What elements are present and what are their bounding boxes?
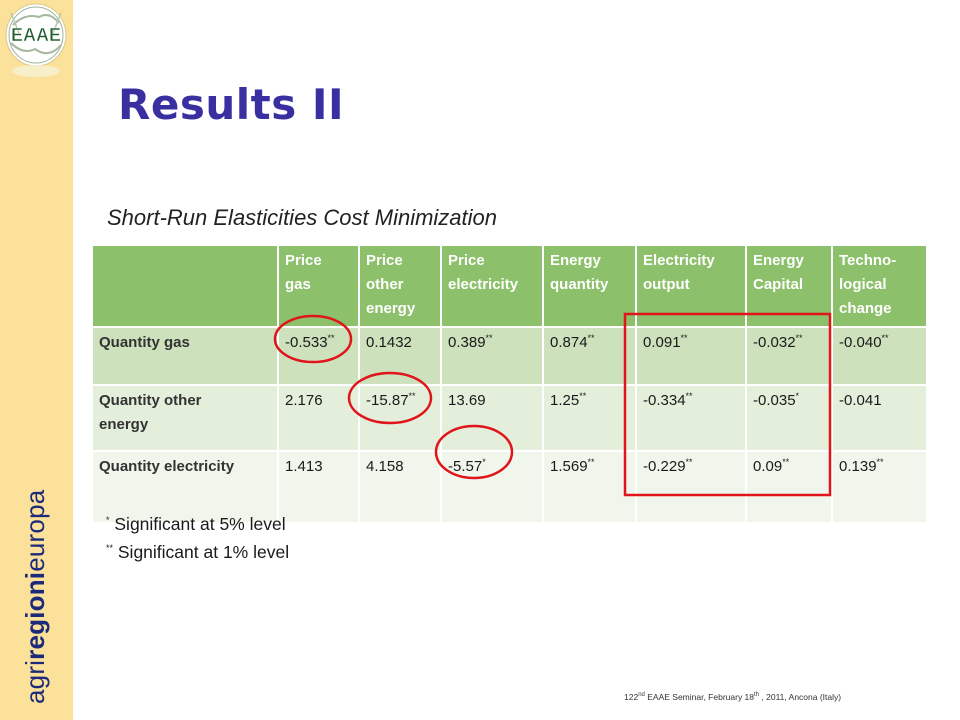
table-cell: -0.041 — [831, 384, 928, 452]
column-header: Price gas — [277, 244, 360, 328]
header-corner-cell — [91, 244, 279, 328]
svg-text:EAAE: EAAE — [11, 25, 61, 45]
table-header-row: Price gas Price other energy Price electrici… — [91, 244, 928, 328]
table-cell: 0.091** — [635, 326, 747, 386]
slide-title: Results II — [118, 80, 345, 129]
table-cell: 0.389** — [440, 326, 544, 386]
row-header-cell: Quantity gas — [91, 326, 279, 386]
table-cell: -0.032** — [745, 326, 833, 386]
elasticities-table: Price gas Price other energy Price electrici… — [91, 244, 928, 524]
table-row: Quantity other energy 2.176 -15.87** 13.6… — [91, 384, 928, 452]
table-cell: 0.09** — [745, 450, 833, 524]
column-header: Price electricity — [440, 244, 544, 328]
table-cell: 13.69 — [440, 384, 544, 452]
table-cell: -0.334** — [635, 384, 747, 452]
column-header: Electricity output — [635, 244, 747, 328]
table-cell: 4.158 — [358, 450, 442, 524]
row-header-cell: Quantity electricity — [91, 450, 279, 524]
table-cell: -0.035* — [745, 384, 833, 452]
table-cell: 0.1432 — [358, 326, 442, 386]
sidebar-brand-text: agriregionieuropa — [20, 489, 50, 704]
table-cell: -0.229** — [635, 450, 747, 524]
eaae-logo: EAAE — [5, 3, 67, 77]
row-header-cell: Quantity other energy — [91, 384, 279, 452]
footer-citation: 122nd EAAE Seminar, February 18th , 2011… — [624, 692, 842, 702]
column-header: Techno-logical change — [831, 244, 928, 328]
table-cell: 0.874** — [542, 326, 637, 386]
table-row: Quantity gas -0.533** 0.1432 0.389** 0.8… — [91, 326, 928, 386]
column-header: Energy quantity — [542, 244, 637, 328]
sidebar: EAAE agriregionieuropa — [0, 0, 73, 720]
table-cell: -0.533** — [277, 326, 360, 386]
note-1-percent: ** Significant at 1% level — [106, 542, 290, 562]
table-row: Quantity electricity 1.413 4.158 -5.57* … — [91, 450, 928, 524]
table-cell: -0.040** — [831, 326, 928, 386]
table-cell: 0.139** — [831, 450, 928, 524]
table-cell: -15.87** — [358, 384, 442, 452]
table-cell: 2.176 — [277, 384, 360, 452]
table-cell: 1.413 — [277, 450, 360, 524]
table-caption: Short-Run Elasticities Cost Minimization — [107, 205, 498, 230]
table-cell: -5.57* — [440, 450, 544, 524]
table-cell: 1.569** — [542, 450, 637, 524]
column-header: Price other energy — [358, 244, 442, 328]
note-5-percent: * Significant at 5% level — [106, 514, 286, 534]
significance-notes: * Significant at 5% level ** Significant… — [106, 510, 289, 566]
table-cell: 1.25** — [542, 384, 637, 452]
column-header: Energy Capital — [745, 244, 833, 328]
